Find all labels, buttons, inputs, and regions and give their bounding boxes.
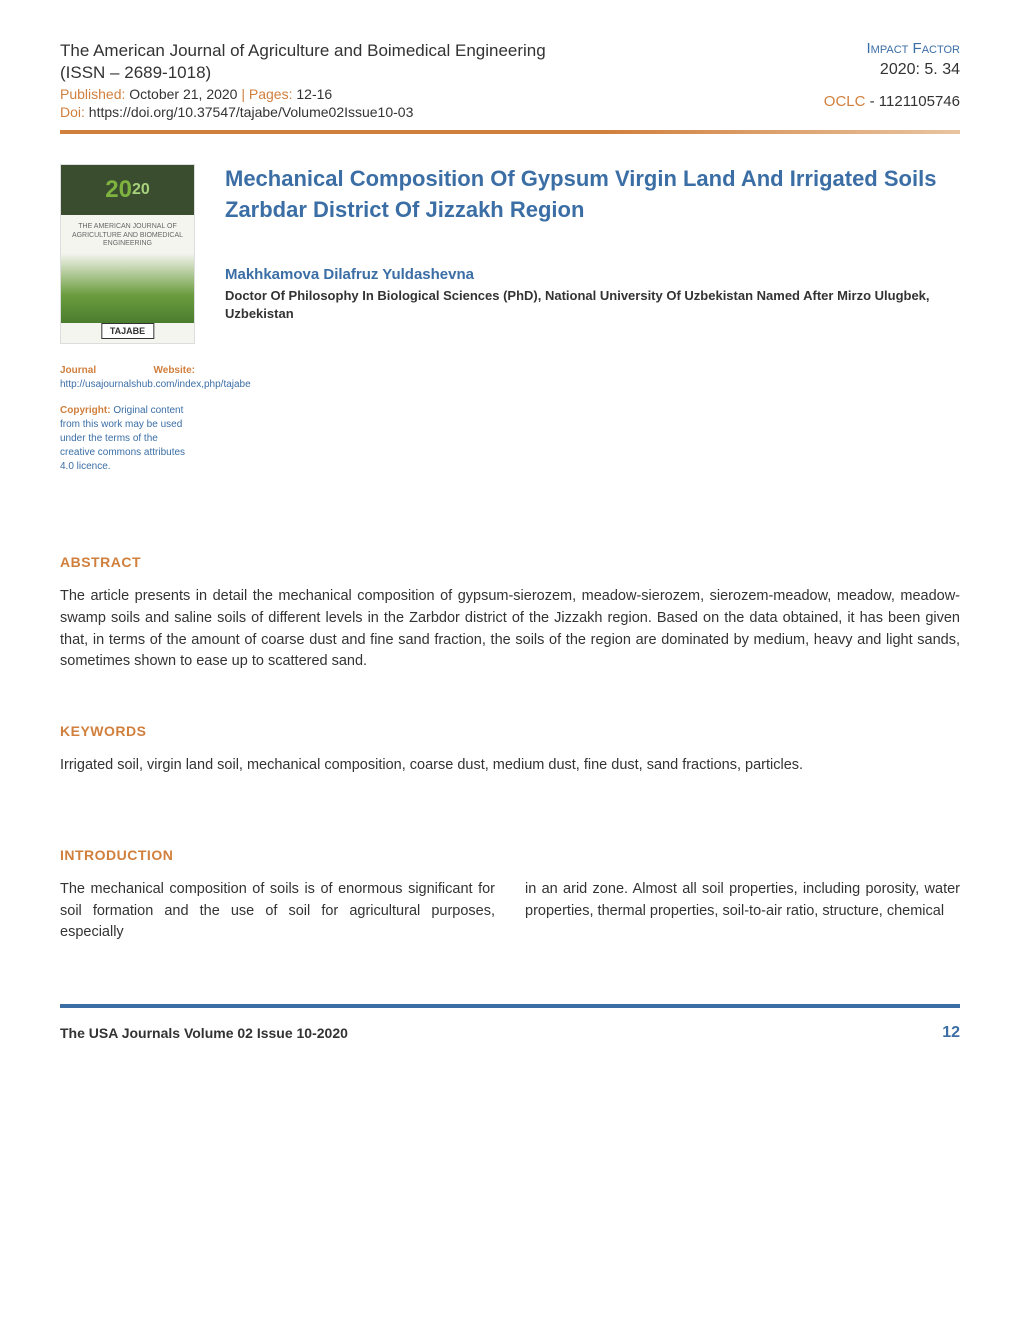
page-number: 12 [942,1024,960,1042]
oclc-label: OCLC [824,93,866,110]
abstract-heading: ABSTRACT [60,554,960,570]
introduction-col1: The mechanical composition of soils is o… [60,879,495,944]
header-right: Impact Factor 2020: 5. 34 OCLC - 1121105… [824,40,960,120]
copyright-label: Copyright: [60,405,111,416]
introduction-heading: INTRODUCTION [60,847,960,863]
header-left: The American Journal of Agriculture and … [60,40,824,120]
impact-factor-label: Impact Factor [824,40,960,57]
doi-line: Doi: https://doi.org/10.37547/tajabe/Vol… [60,104,824,120]
published-date: October 21, 2020 [129,86,237,102]
sidebar-info: Journal Website: http://usajournalshub.co… [60,364,195,474]
website-value: http://usajournalshub.com/index,php/taja… [60,378,195,392]
website-block: Journal Website: http://usajournalshub.co… [60,364,195,392]
journal-cover: 2020 THE AMERICAN JOURNAL OF AGRICULTURE… [60,164,195,344]
keywords-section: KEYWORDS Irrigated soil, virgin land soi… [60,723,960,777]
published-line: Published: October 21, 2020 | Pages: 12-… [60,86,824,102]
cover-year-badge: 2020 [61,165,194,215]
introduction-section: INTRODUCTION The mechanical composition … [60,847,960,944]
website-label2: Website: [154,364,196,378]
journal-title: The American Journal of Agriculture and … [60,40,824,84]
cover-year-suffix: 20 [132,181,150,199]
sidebar: 2020 THE AMERICAN JOURNAL OF AGRICULTURE… [60,164,195,474]
keywords-heading: KEYWORDS [60,723,960,739]
doi-value: https://doi.org/10.37547/tajabe/Volume02… [89,104,414,120]
pages-label: | Pages: [237,86,296,102]
author-name: Makhkamova Dilafruz Yuldashevna [225,266,960,283]
page-container: The American Journal of Agriculture and … [0,0,1020,1082]
article-title: Mechanical Composition Of Gypsum Virgin … [225,164,960,226]
issn-text: (ISSN – 2689-1018) [60,63,211,82]
website-label: Journal [60,364,96,378]
cover-year: 20 [105,176,132,204]
content-area: 2020 THE AMERICAN JOURNAL OF AGRICULTURE… [60,164,960,474]
published-label: Published: [60,86,129,102]
footer-text: The USA Journals Volume 02 Issue 10-2020 [60,1025,348,1041]
journal-title-text: The American Journal of Agriculture and … [60,41,546,60]
keywords-text: Irrigated soil, virgin land soil, mechan… [60,755,960,777]
abstract-text: The article presents in detail the mecha… [60,586,960,673]
abstract-section: ABSTRACT The article presents in detail … [60,554,960,673]
header-divider [60,130,960,134]
copyright-block: Copyright: Original content from this wo… [60,404,195,474]
oclc-value: - 1121105746 [865,93,960,110]
introduction-columns: The mechanical composition of soils is o… [60,879,960,944]
footer: The USA Journals Volume 02 Issue 10-2020… [60,1004,960,1042]
author-affiliation: Doctor Of Philosophy In Biological Scien… [225,287,960,323]
cover-tajabe-label: TAJABE [101,323,154,339]
header: The American Journal of Agriculture and … [60,40,960,120]
oclc-line: OCLC - 1121105746 [824,93,960,110]
doi-label: Doi: [60,104,89,120]
cover-plant-graphic [61,253,194,323]
pages-value: 12-16 [296,86,332,102]
main-content: Mechanical Composition Of Gypsum Virgin … [225,164,960,474]
cover-journal-text: THE AMERICAN JOURNAL OF AGRICULTURE AND … [61,215,194,256]
impact-factor-value: 2020: 5. 34 [824,61,960,79]
introduction-col2: in an arid zone. Almost all soil propert… [525,879,960,944]
